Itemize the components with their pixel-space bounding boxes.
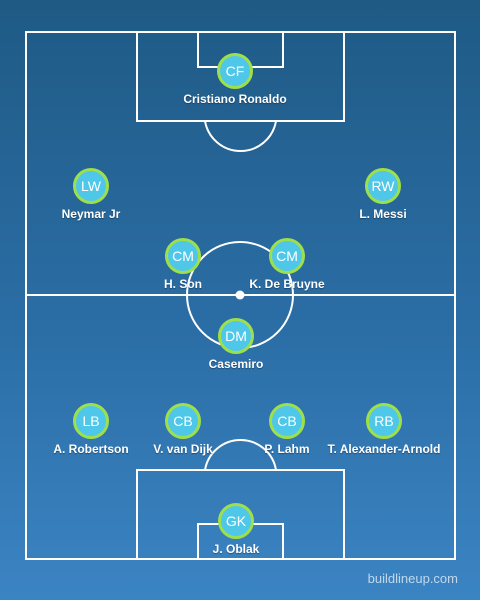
player-token-rw[interactable]: RW [365,168,401,204]
player-name-cf: Cristiano Ronaldo [183,92,287,106]
player-cb-right[interactable]: CB P. Lahm [212,403,362,456]
player-name-gk: J. Oblak [212,542,260,556]
player-token-lw[interactable]: LW [73,168,109,204]
player-dm[interactable]: DM Casemiro [161,318,311,371]
site-watermark: buildlineup.com [367,571,458,586]
player-token-cb-right[interactable]: CB [269,403,305,439]
player-token-cm-left[interactable]: CM [165,238,201,274]
player-token-cm-right[interactable]: CM [269,238,305,274]
player-name-rw: L. Messi [359,207,407,221]
player-token-gk[interactable]: GK [218,503,254,539]
player-name-cb-right: P. Lahm [264,442,310,456]
top-penalty-arc [204,120,277,152]
player-rw[interactable]: RW L. Messi [308,168,458,221]
player-name-lw: Neymar Jr [61,207,121,221]
player-token-dm[interactable]: DM [218,318,254,354]
player-name-cb-left: V. van Dijk [153,442,213,456]
player-cf[interactable]: CF Cristiano Ronaldo [160,53,310,106]
player-token-rb[interactable]: RB [366,403,402,439]
player-token-cf[interactable]: CF [217,53,253,89]
player-name-rb: T. Alexander-Arnold [327,442,441,456]
player-name-cm-left: H. Son [164,277,202,291]
player-cm-right[interactable]: CM K. De Bruyne [212,238,362,291]
player-token-cb-left[interactable]: CB [165,403,201,439]
player-token-lb[interactable]: LB [73,403,109,439]
bottom-penalty-arc [204,439,277,471]
player-gk[interactable]: GK J. Oblak [161,503,311,556]
player-cm-left[interactable]: CM H. Son [108,238,258,291]
player-lb[interactable]: LB A. Robertson [16,403,166,456]
center-spot [235,290,245,300]
player-name-lb: A. Robertson [53,442,129,456]
player-rb[interactable]: RB T. Alexander-Arnold [309,403,459,456]
player-lw[interactable]: LW Neymar Jr [16,168,166,221]
player-name-cm-right: K. De Bruyne [249,277,325,291]
player-cb-left[interactable]: CB V. van Dijk [108,403,258,456]
player-name-dm: Casemiro [208,357,264,371]
